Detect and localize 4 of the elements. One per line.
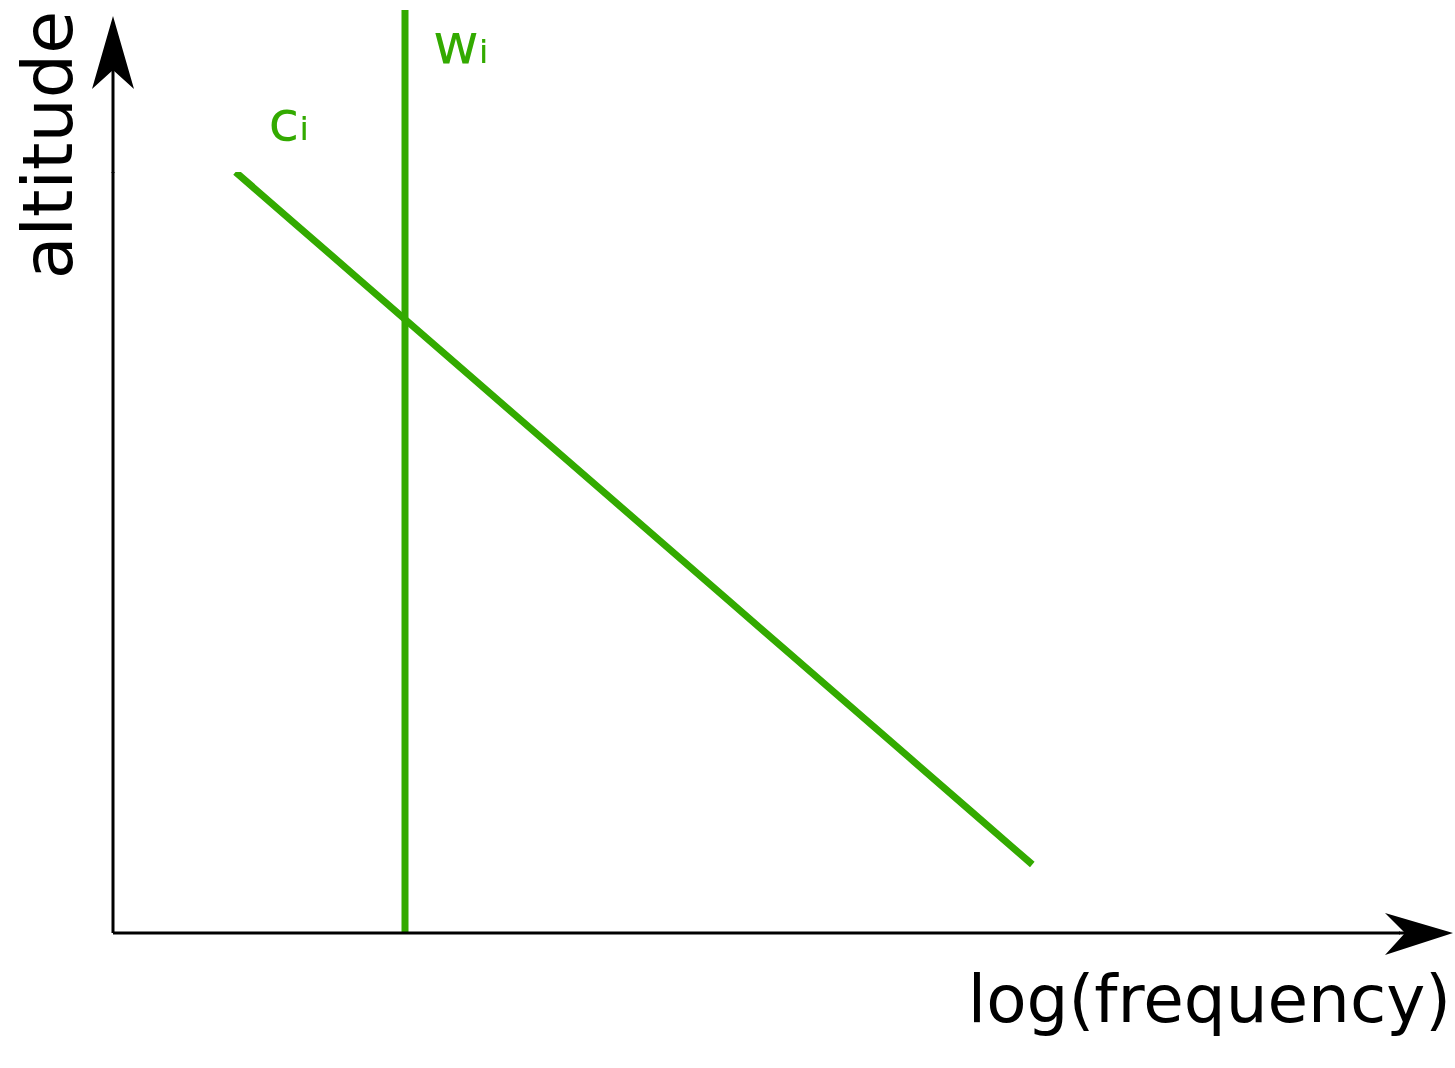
y-axis-title: altitude xyxy=(7,10,89,280)
x-axis-title: log(frequency) xyxy=(967,961,1451,1038)
text: wᵢ xyxy=(433,11,489,76)
series-label: cᵢ xyxy=(268,88,310,153)
